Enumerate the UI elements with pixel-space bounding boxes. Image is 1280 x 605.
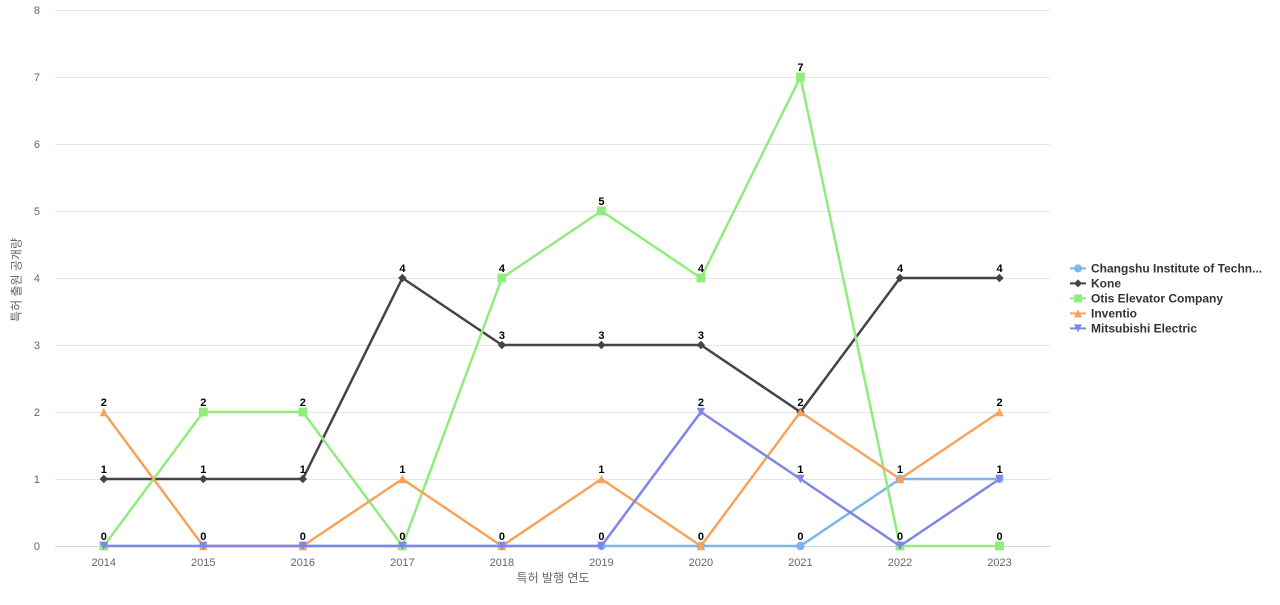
svg-text:Otis Elevator Company: Otis Elevator Company [1091,292,1223,306]
svg-text:1: 1 [300,464,306,476]
svg-text:7: 7 [34,72,40,84]
svg-text:Inventio: Inventio [1091,307,1137,321]
svg-text:0: 0 [101,531,107,543]
svg-text:Changshu Institute of Techn...: Changshu Institute of Techn... [1091,262,1262,276]
svg-text:2017: 2017 [390,557,414,569]
svg-text:2022: 2022 [888,557,912,569]
svg-text:0: 0 [300,531,306,543]
svg-text:2023: 2023 [987,557,1011,569]
svg-text:2019: 2019 [589,557,613,569]
svg-text:4: 4 [996,263,1003,275]
svg-text:4: 4 [34,273,40,285]
svg-text:Kone: Kone [1091,277,1121,291]
svg-text:3: 3 [698,330,704,342]
svg-text:1: 1 [797,464,803,476]
svg-text:2020: 2020 [689,557,713,569]
svg-text:2: 2 [101,397,107,409]
svg-text:2: 2 [698,397,704,409]
svg-text:2: 2 [996,397,1002,409]
svg-text:2021: 2021 [788,557,812,569]
svg-text:2: 2 [797,397,803,409]
svg-text:4: 4 [698,263,705,275]
svg-text:3: 3 [34,340,40,352]
svg-text:1: 1 [200,464,206,476]
svg-text:3: 3 [598,330,604,342]
svg-text:1: 1 [101,464,107,476]
svg-text:7: 7 [797,62,803,74]
svg-text:1: 1 [996,464,1002,476]
svg-text:4: 4 [399,263,406,275]
svg-text:1: 1 [34,474,40,486]
svg-text:2: 2 [34,407,40,419]
svg-text:1: 1 [897,464,903,476]
svg-text:0: 0 [34,541,40,553]
svg-text:1: 1 [598,464,604,476]
svg-text:0: 0 [797,531,803,543]
svg-text:5: 5 [598,196,604,208]
svg-text:2016: 2016 [291,557,315,569]
svg-text:1: 1 [399,464,405,476]
svg-text:0: 0 [598,531,604,543]
svg-text:2: 2 [300,397,306,409]
svg-text:4: 4 [897,263,904,275]
svg-text:2: 2 [200,397,206,409]
svg-text:특허 발행 연도: 특허 발행 연도 [517,570,590,585]
svg-text:0: 0 [399,531,405,543]
svg-text:0: 0 [897,531,903,543]
svg-text:2018: 2018 [490,557,514,569]
svg-text:Mitsubishi Electric: Mitsubishi Electric [1091,322,1197,336]
svg-text:6: 6 [34,139,40,151]
svg-text:0: 0 [200,531,206,543]
svg-text:0: 0 [499,531,505,543]
svg-text:2014: 2014 [92,557,116,569]
svg-text:2015: 2015 [191,557,215,569]
svg-text:3: 3 [499,330,505,342]
svg-text:0: 0 [698,531,704,543]
svg-text:4: 4 [499,263,506,275]
svg-text:8: 8 [34,5,40,17]
svg-text:5: 5 [34,206,40,218]
svg-text:0: 0 [996,531,1002,543]
svg-text:특허 출원 공개량: 특허 출원 공개량 [10,238,24,322]
